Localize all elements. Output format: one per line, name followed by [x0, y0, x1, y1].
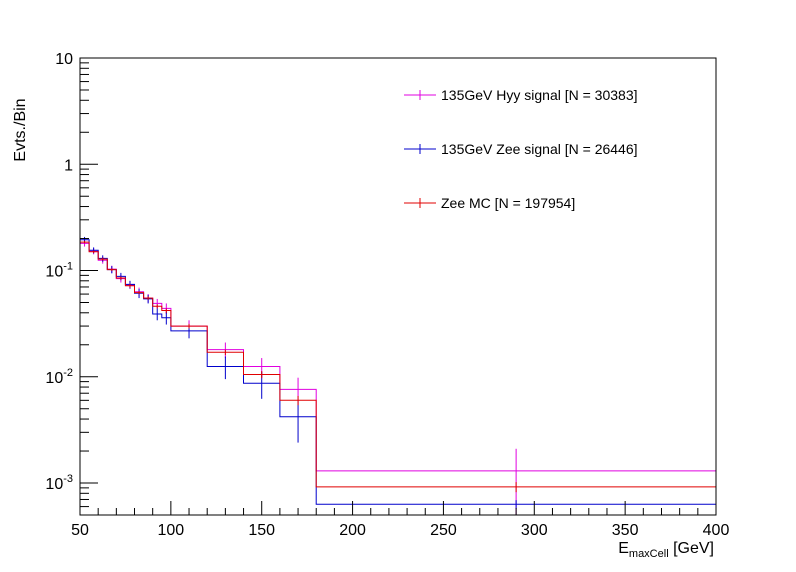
y-tick-base: 10 [45, 476, 63, 493]
y-tick-label: 10 [55, 51, 73, 68]
y-tick-label: 1 [64, 157, 73, 174]
y-tick-label: 10-1 [45, 261, 73, 281]
legend: 135GeV Hyy signal [N = 30383] 135GeV Zee … [404, 87, 638, 211]
x-axis-title-sub: maxCell [629, 548, 669, 560]
x-axis-title-unit: [GeV] [669, 540, 714, 557]
y-tick-label: 10-3 [45, 473, 73, 493]
series-2 [80, 240, 716, 493]
y-axis-title: Evts./Bin [12, 98, 29, 161]
x-axis-title-main: E [618, 540, 629, 557]
series-layer [80, 236, 716, 515]
legend-label: 135GeV Zee signal [N = 26446] [441, 141, 638, 157]
y-tick-exponent: -2 [63, 367, 73, 379]
x-tick-label: 350 [612, 522, 639, 539]
y-tick-base: 10 [45, 264, 63, 281]
x-tick-label: 400 [703, 522, 730, 539]
x-tick-label: 150 [248, 522, 275, 539]
legend-entry-1: 135GeV Zee signal [N = 26446] [404, 141, 638, 157]
y-tick-base: 10 [55, 51, 73, 68]
x-tick-label: 250 [430, 522, 457, 539]
x-tick-label: 50 [71, 522, 89, 539]
legend-entry-0: 135GeV Hyy signal [N = 30383] [404, 87, 638, 103]
x-axis-title: EmaxCell [GeV] [618, 540, 714, 560]
y-tick-exponent: -1 [63, 261, 73, 273]
legend-entry-2: Zee MC [N = 197954] [404, 195, 575, 211]
y-tick-exponent: -3 [63, 473, 73, 485]
x-tick-label: 100 [158, 522, 185, 539]
y-tick-label: 10-2 [45, 367, 73, 387]
y-tick-base: 10 [45, 370, 63, 387]
y-tick-base: 1 [64, 157, 73, 174]
x-tick-label: 300 [521, 522, 548, 539]
legend-label: 135GeV Hyy signal [N = 30383] [441, 87, 638, 103]
legend-label: Zee MC [N = 197954] [441, 195, 575, 211]
x-tick-label: 200 [339, 522, 366, 539]
